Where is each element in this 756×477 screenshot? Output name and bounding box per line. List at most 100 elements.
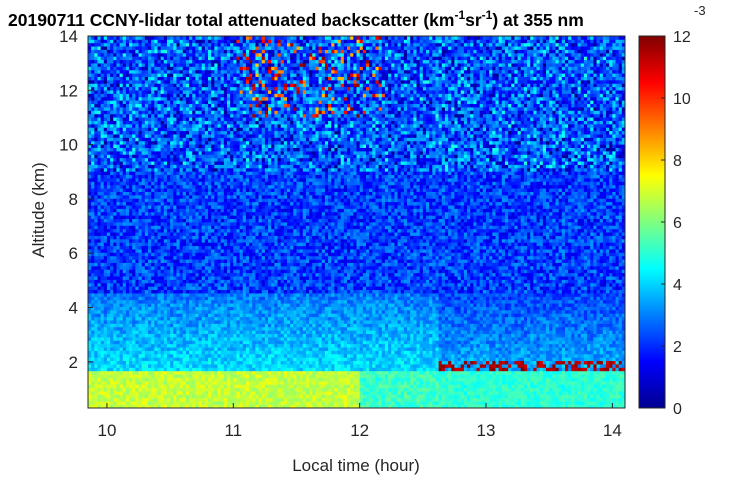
heatmap-cell [164,60,168,64]
heatmap-cell [151,141,155,145]
heatmap-cell [132,347,136,351]
heatmap-cell [221,195,225,199]
heatmap-cell [192,107,196,111]
heatmap-cell [199,70,203,74]
heatmap-cell [205,43,209,47]
heatmap-cell [142,212,146,216]
heatmap-cell [230,340,234,344]
heatmap-cell [199,381,203,385]
heatmap-cell [192,70,196,74]
heatmap-cell [94,63,98,67]
heatmap-cell [88,296,92,300]
heatmap-cell [157,215,161,219]
heatmap-cell [91,347,95,351]
heatmap-cell [199,107,203,111]
heatmap-cell [132,188,136,192]
heatmap-cell [148,246,152,250]
heatmap-cell [164,185,168,189]
heatmap-cell [157,90,161,94]
heatmap-cell [142,276,146,280]
heatmap-cell [126,401,130,405]
heatmap-cell [170,219,174,223]
heatmap-cell [151,158,155,162]
heatmap-cell [199,158,203,162]
heatmap-cell [180,219,184,223]
heatmap-cell [126,337,130,341]
heatmap-cell [221,296,225,300]
heatmap-cell [208,371,212,375]
heatmap-cell [145,56,149,60]
heatmap-cell [116,195,120,199]
heatmap-cell [107,66,111,70]
heatmap-cell [126,256,130,260]
heatmap-cell [132,256,136,260]
heatmap-cell [120,137,124,141]
heatmap-cell [208,205,212,209]
heatmap-cell [88,104,92,108]
heatmap-cell [224,161,228,165]
heatmap-cell [218,165,222,169]
heatmap-cell [113,266,117,270]
heatmap-cell [224,56,228,60]
heatmap-cell [110,198,114,202]
heatmap-cell [167,242,171,246]
heatmap-cell [157,83,161,87]
heatmap-cell [145,63,149,67]
heatmap-cell [97,161,101,165]
heatmap-cell [91,239,95,243]
heatmap-cell [151,36,155,40]
heatmap-cell [214,192,218,196]
heatmap-cell [139,137,143,141]
heatmap-cell [176,378,180,382]
heatmap-cell [129,229,133,233]
heatmap-cell [170,181,174,185]
heatmap-cell [116,378,120,382]
heatmap-cell [101,344,105,348]
heatmap-cell [224,367,228,371]
heatmap-cell [224,208,228,212]
heatmap-cell [113,168,117,172]
heatmap-cell [132,236,136,240]
heatmap-cell [116,374,120,378]
heatmap-cell [97,225,101,229]
heatmap-cell [202,117,206,121]
heatmap-cell [164,56,168,60]
heatmap-cell [199,286,203,290]
heatmap-cell [180,398,184,402]
heatmap-cell [199,39,203,43]
heatmap-cell [135,327,139,331]
heatmap-cell [91,80,95,84]
heatmap-cell [176,269,180,273]
heatmap-cell [227,104,231,108]
heatmap-cell [148,384,152,388]
heatmap-cell [189,107,193,111]
heatmap-cell [208,208,212,212]
heatmap-cell [208,46,212,50]
heatmap-cell [145,165,149,169]
heatmap-cell [91,39,95,43]
heatmap-cell [126,70,130,74]
heatmap-cell [132,137,136,141]
heatmap-cell [116,161,120,165]
heatmap-cell [120,361,124,365]
heatmap-cell [186,202,190,206]
heatmap-cell [110,212,114,216]
heatmap-cell [205,361,209,365]
heatmap-cell [88,340,92,344]
heatmap-cell [110,225,114,229]
heatmap-cell [180,249,184,253]
heatmap-cell [154,158,158,162]
heatmap-cell [214,154,218,158]
heatmap-cell [148,36,152,40]
heatmap-cell [107,310,111,314]
heatmap-cell [164,198,168,202]
heatmap-cell [167,401,171,405]
heatmap-cell [88,215,92,219]
heatmap-cell [110,371,114,375]
heatmap-cell [186,70,190,74]
heatmap-cell [110,168,114,172]
heatmap-cell [218,384,222,388]
heatmap-cell [151,283,155,287]
heatmap-cell [94,354,98,358]
heatmap-cell [227,93,231,97]
